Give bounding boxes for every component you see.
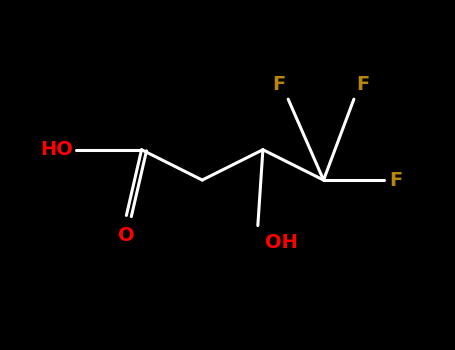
Text: O: O xyxy=(118,225,135,245)
Text: HO: HO xyxy=(40,140,73,159)
Text: F: F xyxy=(356,75,369,94)
Text: F: F xyxy=(389,170,403,190)
Text: F: F xyxy=(273,75,286,94)
Text: OH: OH xyxy=(265,233,298,252)
